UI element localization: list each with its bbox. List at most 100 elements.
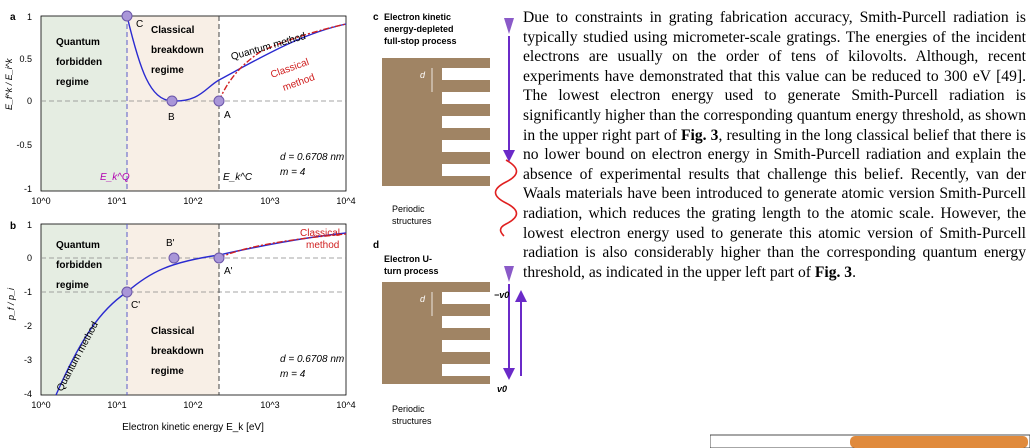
xtick-a-1: 10^0: [31, 196, 50, 206]
point-a: [213, 95, 225, 107]
point-a-prime-label: A': [224, 266, 233, 277]
point-a-prime: [213, 252, 225, 264]
ytick-b-2: 0: [27, 253, 32, 263]
d-label-c: d: [420, 70, 426, 80]
ytick-a-5: -1: [24, 184, 32, 194]
xtick-b-3: 10^2: [183, 400, 202, 410]
xtick-a-2: 10^1: [107, 196, 126, 206]
next-figure-orange-shape: [850, 436, 1028, 448]
panel-d-label: d: [373, 240, 379, 251]
electron-up-arrow-d: [515, 290, 527, 302]
regime-classical-2: breakdown: [151, 45, 204, 56]
xtick-a-5: 10^4: [336, 196, 355, 206]
classical-curve-a: [218, 23, 347, 102]
param-m-b: m = 4: [280, 369, 306, 380]
param-d-b: d = 0.6708 nm: [280, 354, 344, 365]
classical-method-label-b-1: Classical: [300, 228, 340, 239]
electron-marker-c: [504, 18, 514, 34]
regime-quantum-b-3: regime: [56, 280, 89, 291]
point-c-prime: [121, 286, 133, 298]
quantum-curve-a: [126, 15, 347, 102]
regime-quantum-2: forbidden: [56, 57, 102, 68]
panel-d: d Electron U- turn process d −v0 v0 Peri…: [373, 240, 527, 426]
point-c: [121, 10, 133, 22]
regime-classical-1: Classical: [151, 25, 195, 36]
panel-c-title-2: energy-depleted: [384, 24, 454, 34]
regime-quantum-b-2: forbidden: [56, 260, 102, 271]
panel-b-label: b: [10, 221, 16, 232]
threshold-q-label: E_k^Q: [100, 172, 130, 183]
v-plus-label: v0: [497, 384, 507, 394]
body-text-part-2: , resulting in the long classical belief…: [523, 126, 1026, 281]
panel-d-title-2: turn process: [384, 266, 439, 276]
classical-curve-b: [218, 233, 347, 259]
ytick-a-1: 1: [27, 12, 32, 22]
fig-ref-2: Fig. 3: [814, 263, 853, 281]
d-label-d: d: [420, 294, 426, 304]
ylabel-a: E_f^k / E_i^k: [4, 58, 14, 110]
xtick-b-5: 10^4: [336, 400, 355, 410]
panel-b-frame: [40, 223, 347, 396]
point-a-label: A: [224, 110, 231, 121]
panel-b: b B' A' C' Quantum forbidden regime Clas…: [6, 220, 356, 433]
panel-c-caption-1: Periodic: [392, 204, 425, 214]
regime-classical-b-1: Classical: [151, 326, 195, 337]
v-minus-label: −v0: [494, 290, 509, 300]
panel-c-title-3: full-stop process: [384, 36, 457, 46]
panel-a: a C B A Quantum forbidden regime Classic…: [4, 10, 356, 206]
xtick-b-4: 10^3: [260, 400, 279, 410]
regime-classical-3: regime: [151, 65, 184, 76]
xtick-a-4: 10^3: [260, 196, 279, 206]
xtick-b-1: 10^0: [31, 400, 50, 410]
body-paragraph: Due to constraints in grating fabricatio…: [523, 8, 1026, 282]
ytick-b-3: -1: [24, 287, 32, 297]
point-b: [166, 95, 178, 107]
panel-c: c Electron kinetic energy-depleted full-…: [373, 12, 518, 237]
electron-arrow-c: [503, 150, 515, 162]
panel-d-caption-2: structures: [392, 416, 432, 426]
ytick-a-3: 0: [27, 96, 32, 106]
xlabel-b: Electron kinetic energy E_k [eV]: [122, 422, 264, 433]
point-c-label: C: [136, 19, 143, 30]
grating-c: [382, 58, 490, 186]
next-figure-fragment: [710, 434, 1030, 448]
panel-c-title-1: Electron kinetic: [384, 12, 451, 22]
point-c-prime-label: C': [131, 300, 140, 311]
electron-down-arrow-d: [503, 368, 515, 380]
panel-a-frame: [40, 15, 347, 192]
ytick-a-2: 0.5: [19, 54, 32, 64]
quantum-method-label-a: Quantum method: [230, 31, 307, 63]
ytick-b-4: -2: [24, 321, 32, 331]
regime-quantum-1: Quantum: [56, 37, 100, 48]
ytick-a-4: -0.5: [16, 140, 32, 150]
regime-quantum-b-1: Quantum: [56, 240, 100, 251]
ytick-b-1: 1: [27, 220, 32, 230]
param-d-a: d = 0.6708 nm: [280, 152, 344, 163]
point-b-prime: [168, 252, 180, 264]
param-m-a: m = 4: [280, 167, 306, 178]
classical-breakdown-region-b: [127, 224, 219, 395]
quantum-forbidden-region: [41, 16, 127, 191]
threshold-c-label: E_k^C: [223, 172, 253, 183]
panel-d-title-1: Electron U-: [384, 254, 432, 264]
regime-classical-b-3: regime: [151, 366, 184, 377]
regime-classical-b-2: breakdown: [151, 346, 204, 357]
fig-ref-1: Fig. 3: [680, 126, 719, 144]
point-b-label: B: [168, 112, 175, 123]
regime-quantum-3: regime: [56, 77, 89, 88]
xtick-b-2: 10^1: [107, 400, 126, 410]
body-text-part-3: .: [852, 263, 857, 281]
ylabel-b: p_f / p_i: [6, 287, 16, 321]
xtick-a-3: 10^2: [183, 196, 202, 206]
panel-c-caption-2: structures: [392, 216, 432, 226]
electron-marker-d: [504, 266, 514, 282]
point-b-prime-label: B': [166, 238, 175, 249]
ytick-b-6: -4: [24, 389, 32, 399]
grating-d: [382, 282, 490, 384]
quantum-forbidden-region-b: [41, 224, 127, 395]
panel-d-caption-1: Periodic: [392, 404, 425, 414]
radiation-wave-c: [494, 159, 518, 237]
ytick-b-5: -3: [24, 355, 32, 365]
panel-a-label: a: [10, 12, 16, 23]
